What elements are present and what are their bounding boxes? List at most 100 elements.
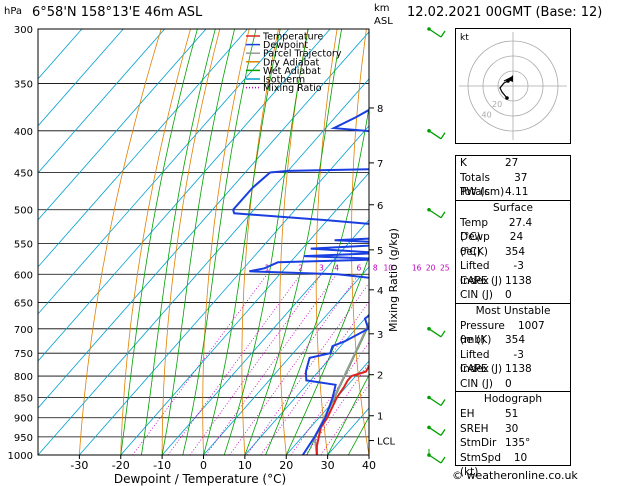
mixing-ratio-label: 8 bbox=[373, 263, 378, 272]
mixing-ratio-line bbox=[189, 274, 322, 455]
mixing-ratio-label: 6 bbox=[357, 263, 362, 272]
km-tick-label: 7 bbox=[377, 159, 383, 170]
mixing-ratio-line bbox=[132, 274, 268, 455]
dry-adiabat bbox=[419, 29, 452, 455]
pressure-tick-label: 450 bbox=[14, 168, 33, 179]
mu-row: Pressure (mb) 1007 bbox=[460, 319, 545, 347]
wet-adiabat bbox=[285, 255, 369, 455]
temp-tick-label: -10 bbox=[153, 459, 171, 472]
surface-row: Temp (°C) 27.4 bbox=[460, 216, 533, 244]
hodograph-point bbox=[505, 96, 509, 100]
dry-adiabat bbox=[351, 29, 369, 455]
hodo-row: StmSpd (kt) 10 bbox=[460, 451, 528, 479]
mixing-ratio-line bbox=[320, 383, 369, 455]
temperature-axis: -30 -20 -10 0 10 20 30 40 bbox=[70, 455, 376, 472]
hodograph-trace bbox=[499, 80, 509, 99]
mixing-ratio-line bbox=[229, 274, 360, 455]
km-tick-label: 8 bbox=[377, 104, 383, 115]
pressure-tick-label: 750 bbox=[14, 349, 33, 360]
temperature-line bbox=[315, 364, 369, 455]
mixing-ratio-line bbox=[290, 341, 369, 455]
pressure-tick-label: 900 bbox=[14, 414, 33, 425]
dry-adiabat bbox=[315, 29, 338, 455]
dry-adiabat bbox=[202, 29, 250, 455]
hpa-label: hPa bbox=[4, 6, 22, 17]
mixing-ratio-line bbox=[167, 274, 302, 455]
km-tick-label: 4 bbox=[377, 286, 383, 297]
hodo-row: StmDir 135° bbox=[460, 437, 531, 449]
isotherm bbox=[285, 360, 369, 455]
mu-row: CIN (J) 0 bbox=[460, 377, 512, 390]
surface-row: θe(K) 354 bbox=[460, 245, 526, 258]
most-unstable-title: Most Unstable bbox=[456, 302, 570, 319]
mixing-ratio-line bbox=[246, 282, 369, 455]
pressure-tick-label: 600 bbox=[14, 270, 33, 281]
surface-row: CIN (J) 0 bbox=[460, 289, 512, 301]
legend-label: Wet Adiabat bbox=[263, 66, 321, 77]
isotherm bbox=[38, 31, 369, 409]
isotherm bbox=[38, 29, 207, 221]
legend-label: Parcel Trajectory bbox=[263, 49, 342, 60]
mu-row: CAPE (J) 1138 bbox=[460, 363, 532, 375]
pressure-tick-label: 800 bbox=[14, 372, 33, 383]
isotherm bbox=[120, 172, 369, 455]
pressure-tick-label: 700 bbox=[14, 325, 33, 336]
hodograph-ring-label: 40 bbox=[482, 111, 492, 120]
temp-tick-label: -20 bbox=[112, 459, 130, 472]
mixing-ratio-label: 20 bbox=[426, 263, 436, 272]
temp-tick-label: 0 bbox=[200, 459, 207, 472]
wind-barb bbox=[427, 453, 446, 464]
km-axis: 8 7 6 5 4 3 2 1 LCL bbox=[369, 104, 396, 448]
wet-adiabat bbox=[327, 374, 369, 455]
pressure-tick-label: 400 bbox=[14, 127, 33, 138]
index-row: K 27 bbox=[460, 157, 519, 169]
hodograph-unit: kt bbox=[460, 33, 469, 43]
km-tick-label: LCL bbox=[377, 437, 396, 448]
dry-adiabat bbox=[161, 29, 221, 455]
pressure-tick-label: 300 bbox=[14, 25, 33, 36]
wet-adiabat bbox=[182, 29, 257, 455]
mixing-ratio-label: 16 bbox=[412, 263, 422, 272]
dry-adiabat bbox=[601, 29, 629, 455]
mu-row: θe (K) 354 bbox=[460, 334, 526, 346]
pressure-tick-label: 350 bbox=[14, 80, 33, 91]
wind-barb bbox=[427, 326, 446, 338]
storm-motion-arrowhead bbox=[508, 75, 513, 82]
isotherm bbox=[38, 29, 165, 174]
location-title: 6°58'N 158°13'E 46m ASL bbox=[32, 5, 203, 20]
wind-barb bbox=[427, 207, 446, 219]
wind-barb bbox=[427, 425, 446, 436]
legend-label: Dewpoint bbox=[263, 40, 308, 51]
wet-adiabat bbox=[244, 29, 342, 455]
mixing-ratio-label: 1 bbox=[265, 263, 270, 272]
isotherm bbox=[38, 29, 248, 268]
mixing-ratio-label: 4 bbox=[334, 263, 339, 272]
wind-barb bbox=[427, 128, 446, 140]
temp-tick-label: 20 bbox=[279, 459, 293, 472]
isotherm bbox=[203, 266, 369, 455]
mu-row: Lifted Index -3 bbox=[460, 348, 524, 376]
isotherm bbox=[38, 29, 83, 80]
wind-barb bbox=[427, 27, 446, 38]
pressure-tick-label: 850 bbox=[14, 393, 33, 404]
legend-label: Mixing Ratio bbox=[263, 83, 322, 94]
surface-row: Lifted Index -3 bbox=[460, 260, 524, 287]
km-tick-label: 1 bbox=[377, 412, 383, 423]
surface-title: Surface bbox=[456, 199, 570, 216]
wet-adiabat bbox=[161, 29, 235, 455]
legend-label: Isotherm bbox=[263, 75, 305, 86]
date-title: 12.02.2021 00GMT (Base: 12) bbox=[407, 5, 603, 20]
temp-tick-label: 30 bbox=[321, 459, 335, 472]
index-row: Totals Totals 37 bbox=[460, 171, 528, 199]
km-tick-label: 3 bbox=[377, 330, 383, 341]
sounding-lines bbox=[231, 108, 369, 455]
pressure-axis: 300 350 400 450 500 550 600 650 700 750 800 850 900 9… bbox=[8, 25, 33, 462]
mixing-ratio-labels: 1 2 3 4 6 8 10 16 20 25 bbox=[265, 263, 450, 272]
mixing-ratio-label: 3 bbox=[319, 263, 324, 272]
asl-label: ASL bbox=[374, 16, 393, 27]
mixing-ratio-line bbox=[260, 300, 369, 455]
temp-tick-label: 40 bbox=[362, 459, 376, 472]
pressure-tick-label: 650 bbox=[14, 299, 33, 310]
